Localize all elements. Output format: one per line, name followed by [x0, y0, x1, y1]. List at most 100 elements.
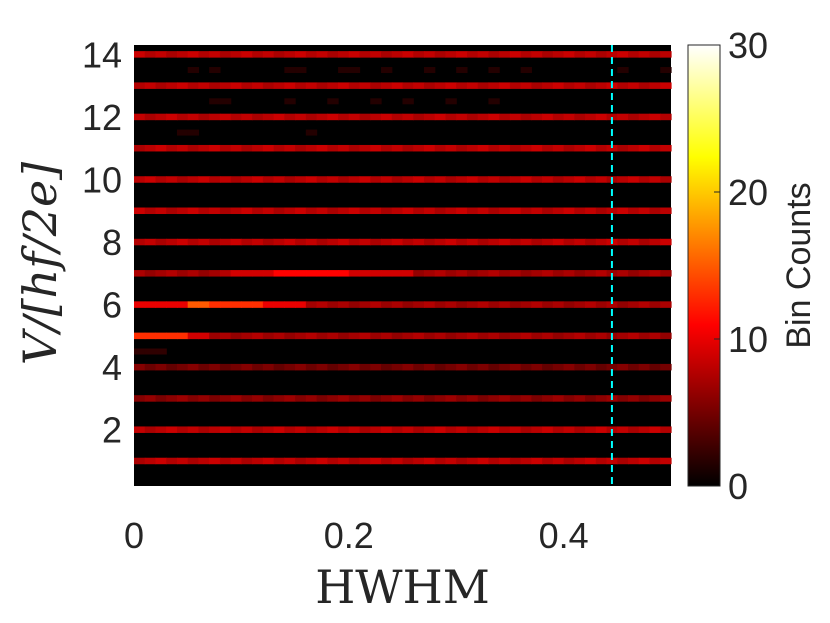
- heatmap-cell: [585, 176, 597, 183]
- heatmap-cell: [445, 51, 457, 58]
- heatmap-cell: [273, 238, 285, 246]
- heatmap-cell: [574, 426, 586, 433]
- heatmap-cell: [585, 332, 597, 340]
- heatmap-cell: [327, 176, 339, 183]
- heatmap-cell: [230, 301, 242, 308]
- heatmap-cell: [606, 144, 618, 152]
- heatmap-cell-faint: [423, 67, 436, 74]
- plot-background: [134, 45, 671, 486]
- heatmap-cell: [327, 332, 339, 340]
- heatmap-cell: [466, 82, 479, 89]
- heatmap-cell: [660, 301, 672, 308]
- heatmap-cell: [391, 207, 404, 215]
- heatmap-cell: [284, 332, 296, 340]
- heatmap-cell: [434, 332, 447, 340]
- heatmap-cell: [284, 457, 296, 465]
- heatmap-cell: [595, 270, 608, 277]
- heatmap-cell-faint: [134, 348, 146, 355]
- heatmap-cell: [359, 207, 371, 215]
- heatmap-cell: [628, 332, 640, 340]
- heatmap-cell: [413, 332, 425, 340]
- heatmap-cell: [402, 238, 414, 246]
- heatmap-cell: [155, 270, 167, 277]
- heatmap-cell: [155, 332, 167, 340]
- heatmap-cell: [134, 207, 146, 215]
- heatmap-cell: [585, 144, 597, 152]
- heatmap-cell: [563, 144, 575, 152]
- x-axis-title: HWHM: [315, 560, 490, 614]
- heatmap-cell: [252, 82, 264, 89]
- heatmap-cell-faint: [445, 98, 457, 105]
- heatmap-cell: [166, 176, 178, 183]
- heatmap-cell: [413, 82, 425, 89]
- heatmap-cell: [273, 51, 285, 58]
- heatmap-cell: [134, 82, 146, 89]
- heatmap-cell: [509, 51, 522, 58]
- heatmap-cell: [359, 395, 371, 402]
- heatmap-cell: [617, 207, 629, 215]
- heatmap-cell: [241, 270, 253, 277]
- heatmap-cell: [638, 332, 651, 340]
- heatmap-cell: [638, 363, 651, 371]
- heatmap-cell: [327, 363, 339, 371]
- heatmap-cell: [574, 82, 586, 89]
- heatmap-cell: [563, 363, 575, 371]
- heatmap-cell: [531, 426, 543, 433]
- heatmap-cell: [660, 176, 672, 183]
- heatmap-cell: [520, 82, 532, 89]
- heatmap-cell: [381, 395, 393, 402]
- colorbar-gradient: [687, 44, 721, 487]
- heatmap-cell: [595, 176, 608, 183]
- heatmap-cell: [230, 51, 242, 58]
- heatmap-cell: [284, 176, 296, 183]
- heatmap-cell: [660, 238, 672, 246]
- heatmap-cell: [230, 176, 242, 183]
- heatmap-cell: [209, 238, 221, 246]
- heatmap-cell: [628, 395, 640, 402]
- heatmap-cell: [134, 238, 146, 246]
- heatmap-cell: [219, 270, 232, 277]
- heatmap-cell: [542, 363, 554, 371]
- heatmap-cell: [219, 82, 232, 89]
- heatmap-cell: [434, 270, 447, 277]
- heatmap-cell: [531, 301, 543, 308]
- heatmap-cell: [305, 270, 318, 277]
- heatmap-cell: [370, 82, 382, 89]
- heatmap-cell: [552, 51, 565, 58]
- heatmap-cell: [273, 144, 285, 152]
- heatmap-cell: [477, 113, 490, 121]
- heatmap-cell: [402, 113, 414, 121]
- heatmap-cell: [348, 113, 361, 121]
- heatmap-cell: [456, 176, 468, 183]
- heatmap-cell: [370, 144, 382, 152]
- heatmap-cell: [198, 238, 210, 246]
- heatmap-cell: [198, 51, 210, 58]
- heatmap-cell: [370, 332, 382, 340]
- heatmap-cell: [219, 426, 232, 433]
- heatmap-cell-faint: [520, 67, 532, 74]
- heatmap-cell: [531, 113, 543, 121]
- heatmap-cell: [284, 270, 296, 277]
- heatmap-cell: [316, 144, 328, 152]
- heatmap-cell: [563, 457, 575, 465]
- heatmap-cell: [252, 176, 264, 183]
- heatmap-cell: [456, 238, 468, 246]
- heatmap-cell: [552, 238, 565, 246]
- heatmap-cell: [381, 176, 393, 183]
- heatmap-cell: [230, 113, 242, 121]
- heatmap-cell: [606, 113, 618, 121]
- heatmap-cell: [348, 270, 361, 277]
- heatmap-cell: [241, 301, 253, 308]
- heatmap-cell: [241, 82, 253, 89]
- heatmap-cell: [563, 51, 575, 58]
- heatmap-cell: [241, 363, 253, 371]
- heatmap-cell: [219, 363, 232, 371]
- heatmap-cell: [552, 176, 565, 183]
- heatmap-cell: [509, 426, 522, 433]
- heatmap-cell: [316, 176, 328, 183]
- heatmap-cell: [134, 426, 146, 433]
- heatmap-cell: [327, 51, 339, 58]
- heatmap-cell: [542, 238, 554, 246]
- heatmap-cell: [370, 457, 382, 465]
- heatmap-cell: [434, 363, 447, 371]
